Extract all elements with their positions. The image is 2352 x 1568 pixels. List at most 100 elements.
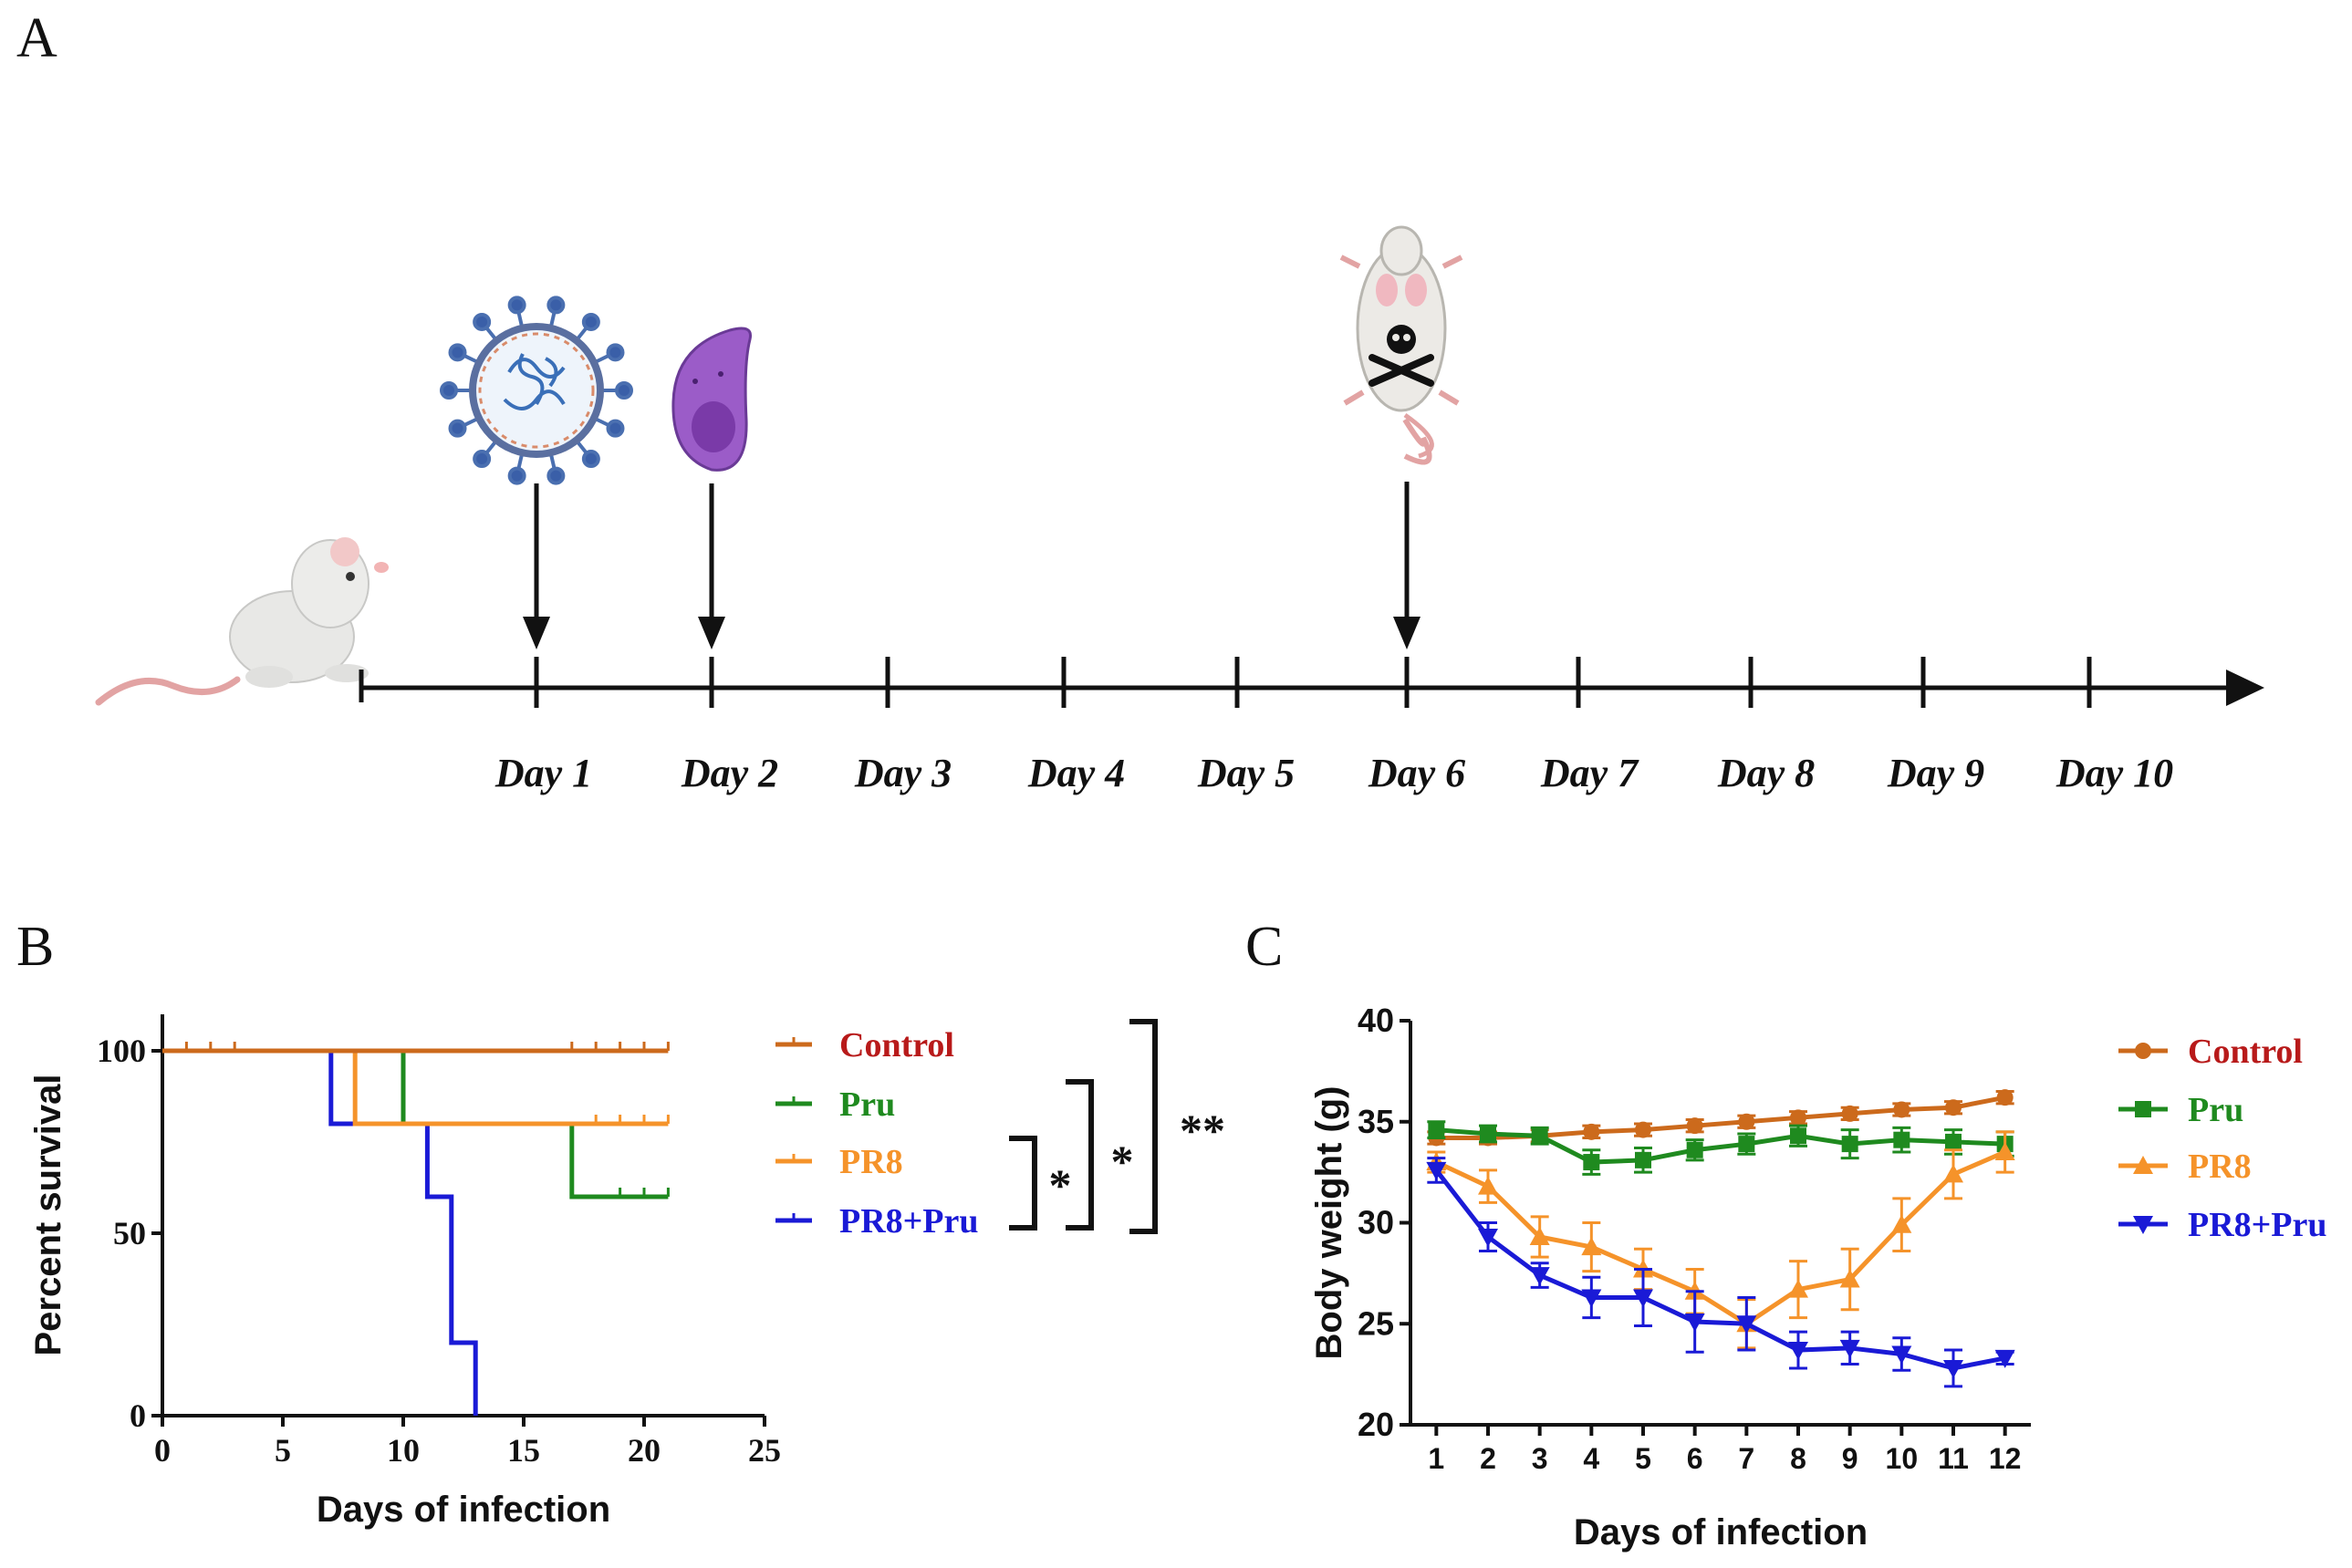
- series-line-pru: [1436, 1127, 2005, 1165]
- data-point: [1994, 1141, 2015, 1160]
- x-tick-label: 5: [1635, 1442, 1651, 1475]
- data-point: [1480, 1126, 1496, 1143]
- x-tick-label: 1: [1428, 1442, 1444, 1475]
- y-tick-label: 50: [113, 1215, 146, 1251]
- data-point: [1686, 1117, 1703, 1135]
- survival-line-pr8pru: [162, 1048, 478, 1416]
- virus-spike-head: [581, 312, 600, 331]
- virus-spike-head: [615, 381, 633, 400]
- survival-chart: 0 5 10 15 20 25 0 50 100 Days of infection Percent…: [28, 1014, 1225, 1530]
- x-tick-label: 4: [1583, 1442, 1599, 1475]
- series-pr8pru: [1426, 1157, 2015, 1388]
- data-point: [1943, 1359, 1963, 1378]
- data-point: [1841, 1105, 1858, 1122]
- timeline: Day 1 Day 2 Day 3 Day 4 Day 5 Day 6 Day 7 Day 8…: [359, 482, 2264, 795]
- x-tick-label: 10: [1886, 1442, 1919, 1475]
- legend-label-control: Control: [839, 1026, 954, 1064]
- x-axis-title: Days of infection: [1574, 1512, 1868, 1552]
- x-tick-label: 12: [1989, 1442, 2022, 1475]
- significance-bracket-3: [1129, 1019, 1158, 1234]
- significance-mark: **: [1180, 1105, 1225, 1156]
- data-point: [1478, 1176, 1498, 1195]
- x-tick-label: 0: [154, 1432, 171, 1469]
- x-tick-label: 5: [275, 1432, 291, 1469]
- significance-bracket-1: [1009, 1136, 1037, 1231]
- significance-bracket-2: [1066, 1079, 1094, 1231]
- series-pr8: [1426, 1130, 2015, 1350]
- data-point: [1633, 1289, 1653, 1308]
- data-point: [1684, 1314, 1705, 1333]
- virus-spike-head: [507, 296, 526, 315]
- legend-label-pr8: PR8: [2188, 1147, 2252, 1186]
- series-control: [1427, 1089, 2014, 1147]
- x-tick-label: 2: [1480, 1442, 1496, 1475]
- series-line-pr8: [1435, 1149, 2006, 1327]
- significance-mark: *: [1049, 1159, 1072, 1210]
- dead-mouse-icon: [1339, 225, 1463, 465]
- panel-label-c: C: [1245, 916, 1283, 978]
- panel-label-a: A: [16, 7, 57, 69]
- data-point: [1839, 1269, 1860, 1288]
- legend-marker-pr8pru: [2133, 1216, 2153, 1234]
- x-axis-title: Days of infection: [317, 1490, 610, 1530]
- legend-marker-pr8: [2133, 1156, 2153, 1174]
- legend-marker-pru: [2135, 1101, 2151, 1117]
- data-point: [1994, 1349, 2015, 1368]
- data-point: [1945, 1133, 1962, 1150]
- y-tick-label: 20: [1358, 1406, 1394, 1443]
- data-point: [1529, 1267, 1550, 1286]
- data-point: [1841, 1136, 1858, 1153]
- virus-spike-head: [448, 419, 467, 438]
- virus-spike-head: [546, 466, 566, 485]
- data-point: [1996, 1089, 2014, 1106]
- virus-spike-head: [507, 466, 526, 485]
- data-point: [1736, 1315, 1757, 1334]
- legend-label-pr8pru: PR8+Pru: [2188, 1206, 2327, 1244]
- x-tick-label: 3: [1532, 1442, 1548, 1475]
- data-point: [1581, 1289, 1602, 1308]
- data-point: [1943, 1164, 1963, 1183]
- data-point: [1788, 1342, 1808, 1361]
- x-tick-label: 8: [1790, 1442, 1806, 1475]
- data-point: [1581, 1237, 1602, 1256]
- event-arrow-head: [523, 617, 550, 649]
- timeline-day-label: Day 10: [2055, 751, 2173, 795]
- panel-label-b: B: [16, 916, 54, 978]
- event-arrow-head: [1393, 617, 1421, 649]
- significance-mark: *: [1111, 1136, 1134, 1187]
- data-point: [1583, 1154, 1600, 1171]
- data-point: [1839, 1339, 1860, 1358]
- x-tick-label: 20: [628, 1432, 661, 1469]
- legend-label-pr8pru: PR8+Pru: [839, 1202, 979, 1241]
- y-tick-label: 30: [1358, 1204, 1394, 1241]
- y-axis-title: Percent survival: [28, 1074, 68, 1355]
- data-point: [1583, 1123, 1600, 1140]
- x-tick-label: 25: [748, 1432, 781, 1469]
- virus-spike-head: [448, 343, 467, 362]
- data-point: [1893, 1131, 1910, 1148]
- data-point: [1426, 1161, 1447, 1180]
- virus-spike-head: [606, 343, 625, 362]
- timeline-day-label: Day 1: [494, 751, 592, 795]
- timeline-arrowhead: [2226, 670, 2264, 706]
- virus-spike-head: [546, 296, 566, 315]
- virus-spike-head: [440, 381, 458, 400]
- legend-label-pru: Pru: [2188, 1091, 2243, 1129]
- timeline-day-label: Day 2: [681, 751, 778, 795]
- x-tick-label: 6: [1687, 1442, 1703, 1475]
- legend-label-control: Control: [2188, 1033, 2303, 1071]
- y-tick-label: 35: [1358, 1103, 1394, 1140]
- data-point: [1529, 1227, 1550, 1246]
- virus-spike-head: [581, 450, 600, 469]
- data-point: [1635, 1151, 1651, 1168]
- data-point: [1790, 1127, 1806, 1145]
- virus-spike-head: [473, 312, 492, 331]
- mouse-icon: [95, 537, 389, 706]
- virus-icon: [440, 296, 633, 485]
- x-tick-label: 7: [1738, 1442, 1754, 1475]
- data-point: [1686, 1141, 1703, 1158]
- timeline-day-label: Day 4: [1027, 751, 1125, 795]
- virus-spike-head: [606, 419, 625, 438]
